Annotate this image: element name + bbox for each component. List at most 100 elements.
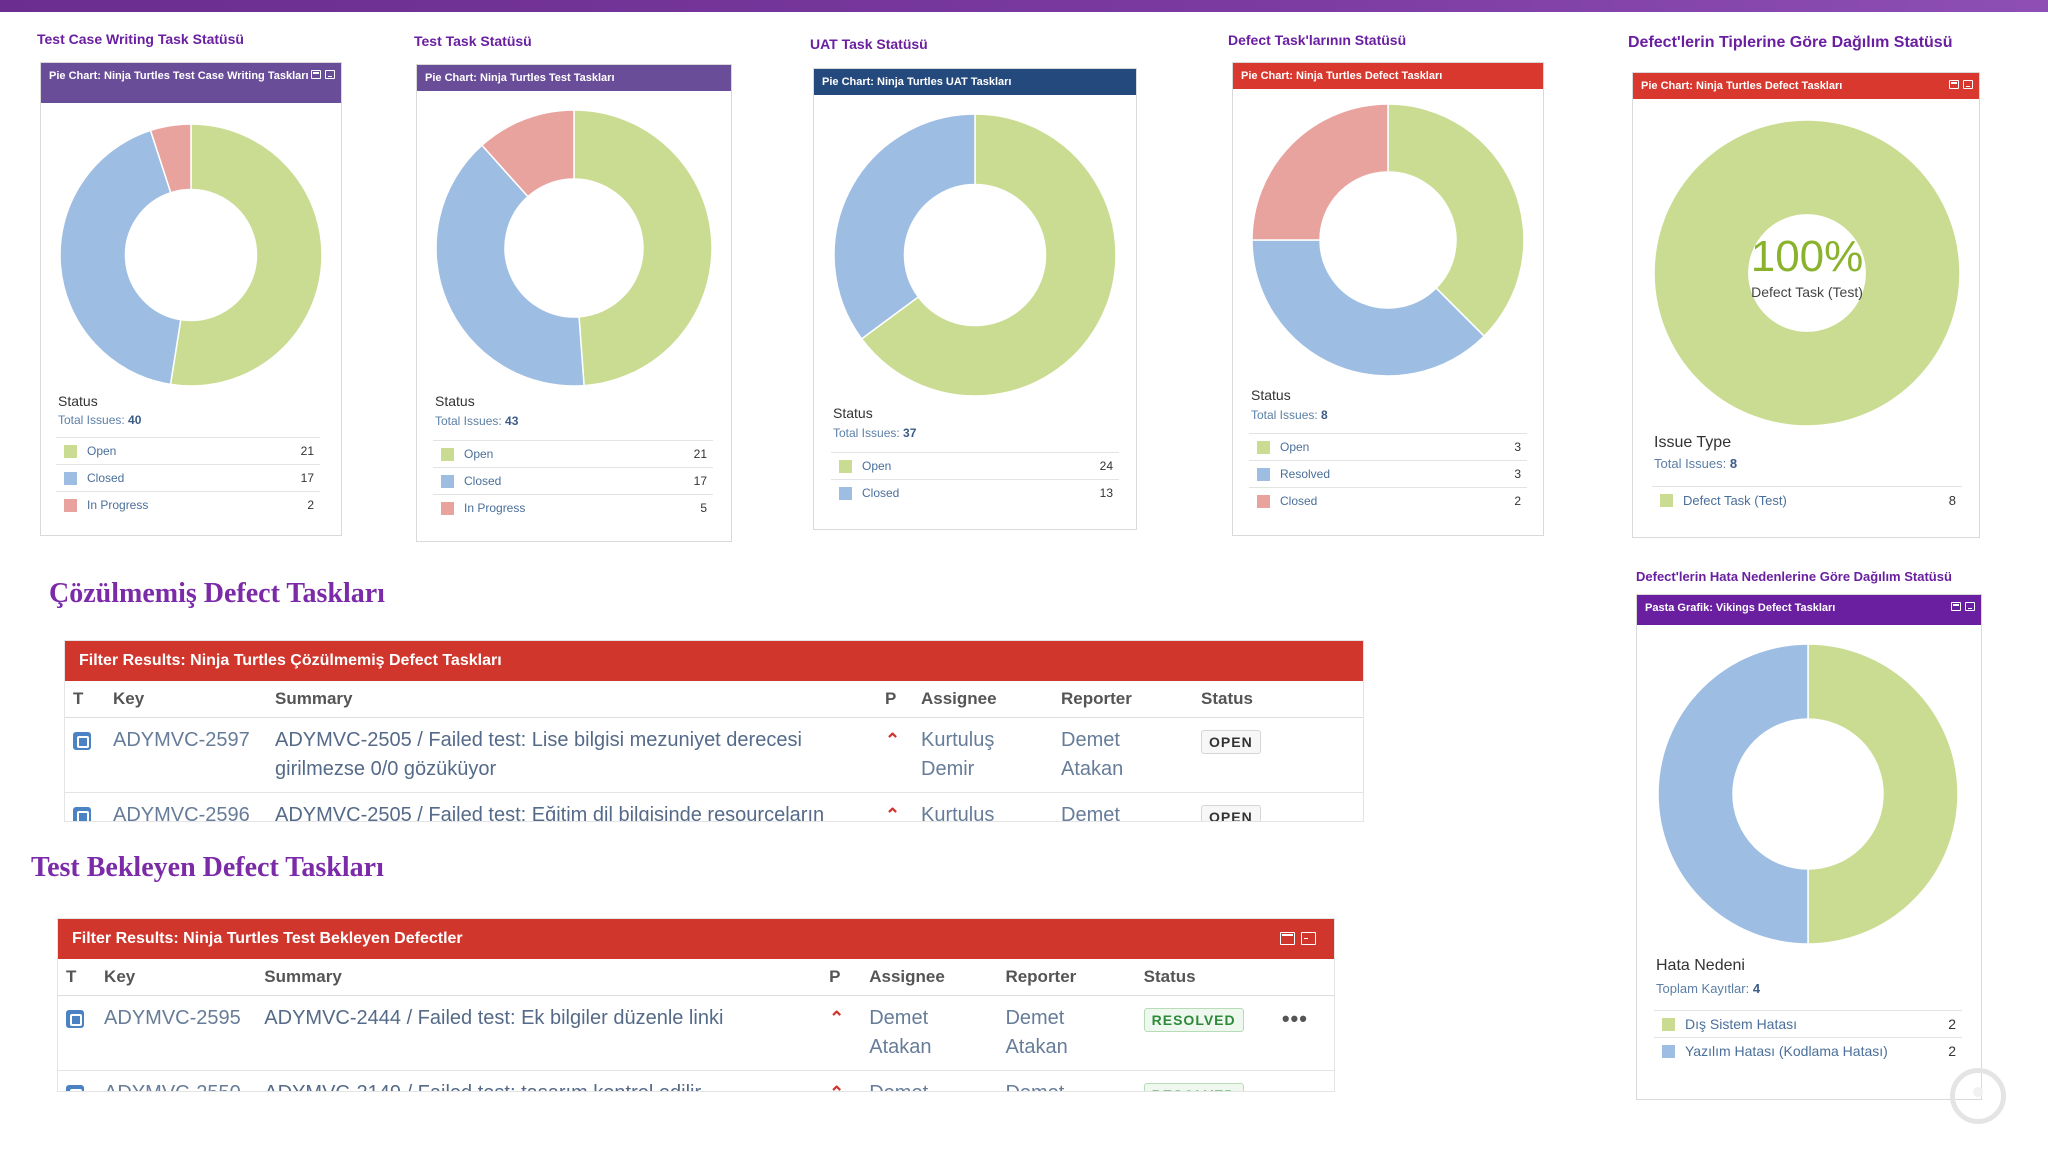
legend-item-label: Closed xyxy=(1280,494,1497,508)
legend-swatch xyxy=(1257,468,1270,481)
minimize-icon[interactable] xyxy=(311,70,321,79)
legend-item[interactable]: Closed13 xyxy=(831,479,1119,506)
total-value: 37 xyxy=(903,426,916,440)
total-value: 8 xyxy=(1730,456,1737,471)
reporter-link[interactable]: Demet Atakan xyxy=(1053,717,1193,792)
legend-item[interactable]: Resolved3 xyxy=(1249,460,1527,487)
col-reporter[interactable]: Reporter xyxy=(1053,681,1193,717)
legend-item-value: 2 xyxy=(290,498,320,512)
minimize-icon[interactable] xyxy=(1951,602,1961,611)
col-summary[interactable]: Summary xyxy=(267,681,877,717)
assignee-link[interactable]: Kurtuluş Demir xyxy=(913,717,1053,792)
widget-title-uat-task: UAT Task Statüsü xyxy=(810,36,928,52)
legend-item[interactable]: Open21 xyxy=(56,437,320,464)
legend-swatch xyxy=(441,475,454,488)
legend-item[interactable]: Defect Task (Test)8 xyxy=(1652,486,1962,513)
donut-slice-yazılım-hatası-kodlama-hatası-[interactable] xyxy=(1658,644,1808,944)
legend-item[interactable]: Dış Sistem Hatası2 xyxy=(1654,1010,1962,1037)
panel-header[interactable]: Pie Chart: Ninja Turtles Defect Taskları xyxy=(1233,63,1543,89)
panel-header[interactable]: Pie Chart: Ninja Turtles UAT Taskları xyxy=(814,69,1136,95)
col-priority[interactable]: P xyxy=(877,681,913,717)
legend-item[interactable]: Open21 xyxy=(433,440,713,467)
minimize-icon[interactable] xyxy=(1949,80,1959,89)
issue-summary-link[interactable]: ADYMVC-2444 / Failed test: Ek bilgiler d… xyxy=(256,995,821,1070)
col-status[interactable]: Status xyxy=(1193,681,1363,717)
issue-key-link[interactable]: ADYMVC-2596 xyxy=(105,792,267,822)
col-status[interactable]: Status xyxy=(1136,959,1274,995)
col-reporter[interactable]: Reporter xyxy=(997,959,1135,995)
legend-item-value: 3 xyxy=(1497,440,1527,454)
legend-swatch xyxy=(839,487,852,500)
assignee-link[interactable]: Demet Atakan xyxy=(861,995,997,1070)
legend-item[interactable]: Closed17 xyxy=(56,464,320,491)
more-actions-icon[interactable]: ••• xyxy=(1282,1006,1308,1031)
col-key[interactable]: Key xyxy=(96,959,256,995)
legend-table: Defect Task (Test)8 xyxy=(1652,486,1962,513)
table-row[interactable]: ADYMVC-2550 ADYMVC-2149 / Failed test: t… xyxy=(58,1070,1334,1092)
assignee-link[interactable]: Demet xyxy=(861,1070,997,1092)
legend-item[interactable]: Open24 xyxy=(831,452,1119,479)
donut-slice-closed[interactable] xyxy=(834,114,975,339)
legend-title: Hata Nedeni xyxy=(1656,957,1745,975)
donut-chart-uat-task xyxy=(832,112,1118,398)
collapse-icon[interactable] xyxy=(1963,80,1973,89)
loading-spinner-icon xyxy=(1950,1068,2006,1124)
col-assignee[interactable]: Assignee xyxy=(913,681,1053,717)
col-summary[interactable]: Summary xyxy=(256,959,821,995)
legend-item-value: 17 xyxy=(683,474,713,488)
table-row[interactable]: ADYMVC-2595 ADYMVC-2444 / Failed test: E… xyxy=(58,995,1334,1070)
legend-total: Total Issues: 8 xyxy=(1654,456,1737,471)
legend-item-value: 24 xyxy=(1089,459,1119,473)
issue-key-link[interactable]: ADYMVC-2597 xyxy=(105,717,267,792)
donut-slice-resolved[interactable] xyxy=(1252,240,1484,376)
col-assignee[interactable]: Assignee xyxy=(861,959,997,995)
legend-item[interactable]: Yazılım Hatası (Kodlama Hatası)2 xyxy=(1654,1037,1962,1064)
donut-slice-closed[interactable] xyxy=(436,145,584,386)
table-row[interactable]: ADYMVC-2596 ADYMVC-2505 / Failed test: E… xyxy=(65,792,1363,822)
panel-header[interactable]: Pie Chart: Ninja Turtles Test Case Writi… xyxy=(41,63,341,103)
donut-slice-open[interactable] xyxy=(1388,104,1524,336)
collapse-icon[interactable] xyxy=(1965,602,1975,611)
minimize-icon[interactable] xyxy=(1280,932,1295,945)
legend-item[interactable]: In Progress5 xyxy=(433,494,713,521)
panel-header[interactable]: Pasta Grafik: Vikings Defect Taskları xyxy=(1637,595,1981,625)
col-priority[interactable]: P xyxy=(821,959,861,995)
table-row[interactable]: ADYMVC-2597 ADYMVC-2505 / Failed test: L… xyxy=(65,717,1363,792)
issue-key-link[interactable]: ADYMVC-2595 xyxy=(96,995,256,1070)
legend-title: Issue Type xyxy=(1654,434,1731,452)
filter-header: Filter Results: Ninja Turtles Çözülmemiş… xyxy=(65,641,1363,681)
legend-item[interactable]: Closed17 xyxy=(433,467,713,494)
donut-slice-open[interactable] xyxy=(171,124,322,386)
issue-summary-link[interactable]: ADYMVC-2505 / Failed test: Lise bilgisi … xyxy=(267,717,877,792)
legend-item[interactable]: In Progress2 xyxy=(56,491,320,518)
legend-item-label: Open xyxy=(464,447,683,461)
col-type[interactable]: T xyxy=(58,959,96,995)
legend-item[interactable]: Open3 xyxy=(1249,433,1527,460)
assignee-link[interactable]: Kurtuluş xyxy=(913,792,1053,822)
collapse-icon[interactable] xyxy=(1301,932,1316,945)
panel-header[interactable]: Pie Chart: Ninja Turtles Defect Taskları xyxy=(1633,73,1979,99)
donut-slice-open[interactable] xyxy=(574,110,712,386)
issue-summary-link[interactable]: ADYMVC-2505 / Failed test: Eğitim dil bi… xyxy=(267,792,877,822)
donut-slice-closed[interactable] xyxy=(1252,104,1388,240)
legend-item-label: Resolved xyxy=(1280,467,1497,481)
collapse-icon[interactable] xyxy=(325,70,335,79)
panel-header-title: Pasta Grafik: Vikings Defect Taskları xyxy=(1645,602,1835,614)
legend-swatch xyxy=(64,499,77,512)
issue-key-link[interactable]: ADYMVC-2550 xyxy=(96,1070,256,1092)
donut-chart-test-task xyxy=(434,108,714,388)
donut-chart-defect-causes xyxy=(1656,642,1960,946)
donut-slice-dış-sistem-hatası[interactable] xyxy=(1808,644,1958,944)
reporter-link[interactable]: Demet xyxy=(1053,792,1193,822)
issue-summary-link[interactable]: ADYMVC-2149 / Failed test: tasarım kontr… xyxy=(256,1070,821,1092)
col-type[interactable]: T xyxy=(65,681,105,717)
col-key[interactable]: Key xyxy=(105,681,267,717)
reporter-link[interactable]: Demet Atakan xyxy=(997,995,1135,1070)
legend-item-value: 5 xyxy=(683,501,713,515)
reporter-link[interactable]: Demet xyxy=(997,1070,1135,1092)
panel-header[interactable]: Pie Chart: Ninja Turtles Test Taskları xyxy=(417,65,731,91)
legend-item-value: 3 xyxy=(1497,467,1527,481)
legend-title: Status xyxy=(58,393,98,409)
legend-table: Open24Closed13 xyxy=(831,452,1119,506)
legend-item[interactable]: Closed2 xyxy=(1249,487,1527,514)
